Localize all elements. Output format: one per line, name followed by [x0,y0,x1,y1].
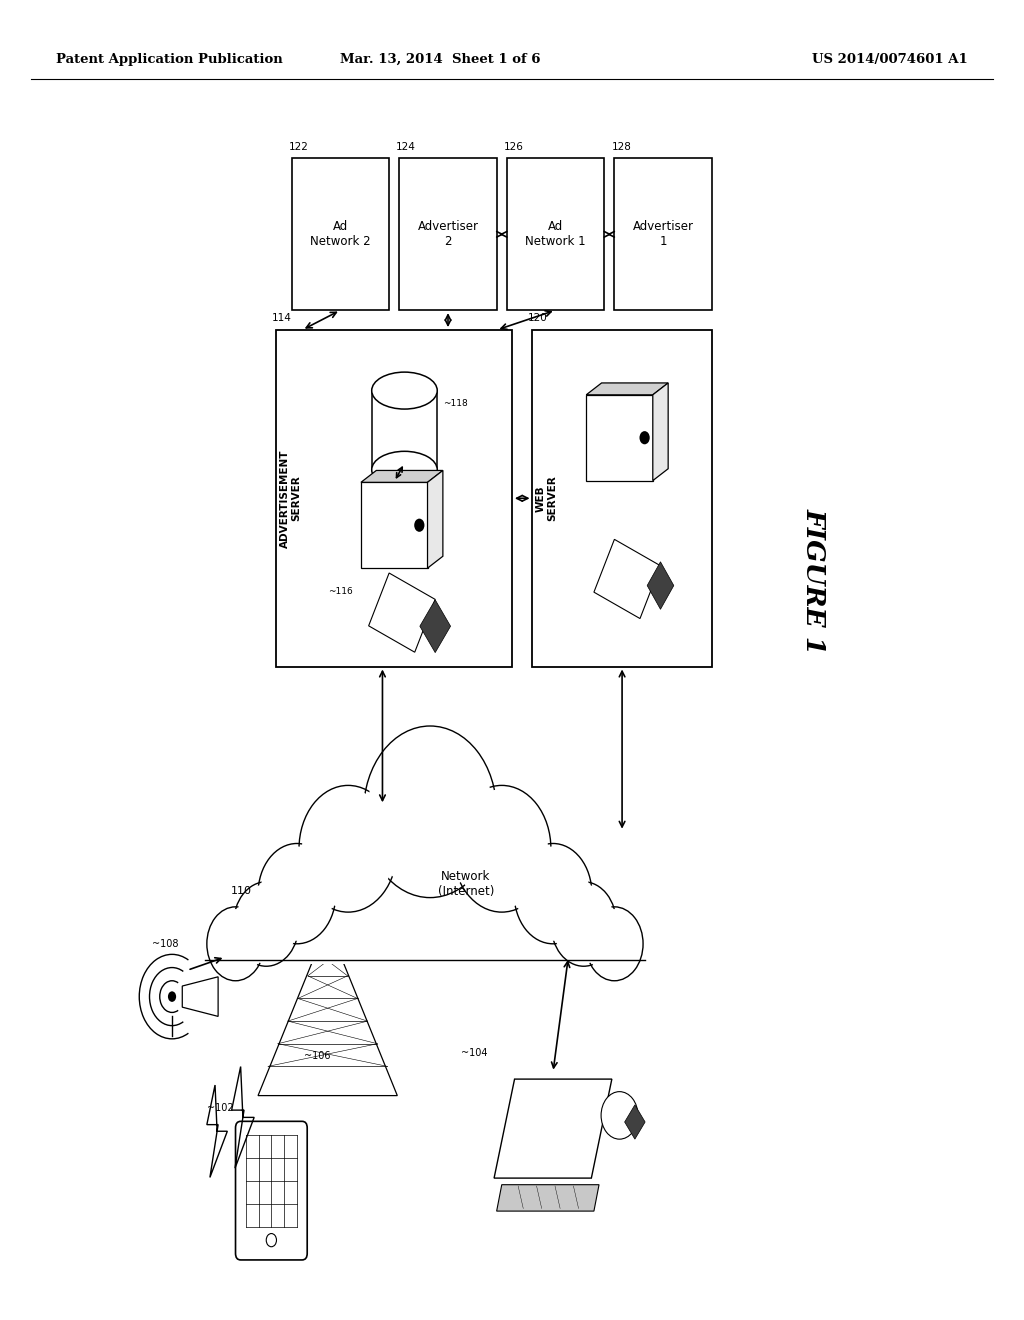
Text: ~106: ~106 [304,1051,331,1061]
Text: Network
(Internet): Network (Internet) [437,870,495,899]
Text: 122: 122 [289,141,308,152]
Polygon shape [361,470,442,482]
Bar [372,391,437,470]
Polygon shape [647,562,674,610]
Circle shape [233,882,299,966]
Polygon shape [497,1185,599,1212]
Circle shape [639,432,649,445]
Bar [276,330,512,667]
Text: ADVERTISEMENT
SERVER: ADVERTISEMENT SERVER [280,449,302,548]
Polygon shape [653,383,668,480]
Ellipse shape [372,372,437,409]
FancyBboxPatch shape [236,1122,307,1259]
Text: ~116: ~116 [328,586,352,595]
Bar [399,158,497,310]
Polygon shape [495,1080,612,1179]
Circle shape [514,843,592,944]
Text: ~118: ~118 [443,399,468,408]
Text: Patent Application Publication: Patent Application Publication [56,53,283,66]
Ellipse shape [372,451,437,488]
Circle shape [456,789,548,908]
Circle shape [299,785,397,912]
Text: WEB
SERVER: WEB SERVER [536,475,558,521]
Circle shape [588,909,641,978]
Circle shape [209,909,262,978]
Polygon shape [420,599,451,652]
Circle shape [236,884,297,964]
Bar [586,395,653,480]
Circle shape [368,731,493,892]
Bar [361,482,428,568]
Polygon shape [586,383,668,395]
Text: Ad
Network 1: Ad Network 1 [525,220,586,248]
Text: ~104: ~104 [461,1048,487,1057]
Bar [614,158,712,310]
Text: ~102: ~102 [207,1104,233,1113]
Text: 114: 114 [271,313,291,323]
Circle shape [601,1092,638,1139]
Text: Advertiser
2: Advertiser 2 [418,220,478,248]
Text: Mar. 13, 2014  Sheet 1 of 6: Mar. 13, 2014 Sheet 1 of 6 [340,53,541,66]
Text: 110: 110 [230,886,252,896]
Circle shape [207,907,264,981]
Text: 124: 124 [396,141,416,152]
Circle shape [453,785,551,912]
Bar [205,884,645,964]
Circle shape [258,843,336,944]
Circle shape [302,789,394,908]
Circle shape [414,519,424,532]
Circle shape [551,882,616,966]
Text: US 2014/0074601 A1: US 2014/0074601 A1 [812,53,968,66]
Polygon shape [594,540,660,619]
Bar [507,158,604,310]
Circle shape [553,884,614,964]
Text: 120: 120 [527,313,547,323]
Circle shape [168,991,176,1002]
Circle shape [364,726,497,898]
Bar [292,158,389,310]
Circle shape [586,907,643,981]
Circle shape [260,846,334,941]
Bar [532,330,712,667]
Circle shape [516,846,590,941]
Text: 128: 128 [611,141,631,152]
Polygon shape [625,1105,645,1139]
Text: ~108: ~108 [152,939,178,949]
Text: Advertiser
1: Advertiser 1 [633,220,693,248]
Polygon shape [369,573,435,652]
Polygon shape [428,470,442,568]
Polygon shape [182,977,218,1016]
Text: 126: 126 [504,141,523,152]
Text: Ad
Network 2: Ad Network 2 [310,220,371,248]
Text: FIGURE 1: FIGURE 1 [802,508,826,653]
